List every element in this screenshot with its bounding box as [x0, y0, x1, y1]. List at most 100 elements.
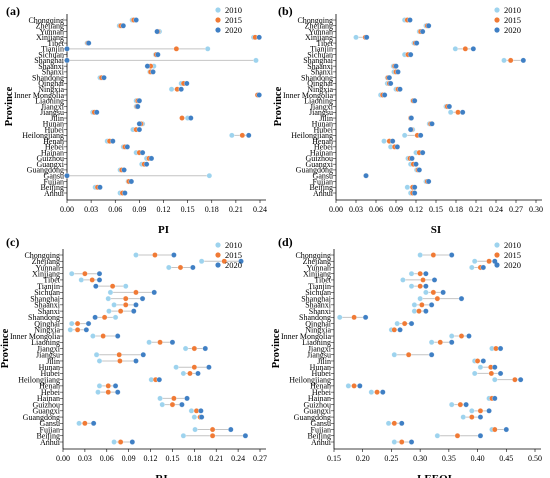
y-tick-label: Tibet — [316, 39, 333, 48]
y-tick-label: Guangdong — [294, 413, 331, 422]
point-2020 — [198, 408, 204, 414]
x-tick-label: 0.15 — [181, 205, 195, 214]
y-tick-label: Yunnan — [307, 263, 331, 272]
point-2020 — [178, 86, 184, 92]
legend-label: 2015 — [225, 15, 242, 25]
point-2015 — [82, 270, 88, 277]
point-2015 — [100, 333, 106, 339]
y-tick-label: Sichuan — [38, 50, 64, 59]
point-2020 — [112, 383, 119, 389]
x-tick-label: 0.06 — [369, 205, 383, 214]
point-2020 — [416, 167, 423, 173]
point-2015 — [89, 277, 95, 283]
point-2020 — [428, 351, 435, 358]
y-tick-label: Hubei — [313, 125, 333, 134]
x-tick-label: 0.18 — [449, 205, 463, 214]
x-tick-label: 0.00 — [56, 454, 70, 463]
point-2020 — [480, 264, 487, 271]
point-2010 — [105, 295, 111, 302]
legend-marker-2010 — [494, 242, 500, 248]
y-tick-label: Beijing — [307, 432, 331, 441]
point-2020 — [101, 74, 107, 81]
point-2020 — [64, 46, 70, 52]
point-2015 — [116, 351, 122, 358]
point-2020 — [122, 190, 128, 196]
point-2020 — [256, 34, 262, 41]
x-tick-label: 0.09 — [389, 205, 403, 214]
x-tick-label: 0.03 — [78, 454, 92, 463]
point-2010 — [448, 333, 455, 339]
point-2010 — [408, 283, 415, 289]
y-tick-label: Henan — [312, 137, 333, 146]
y-tick-label: Guangdong — [27, 166, 64, 175]
point-2015 — [101, 314, 108, 321]
point-2020 — [97, 184, 103, 190]
y-tick-label: Fujian — [311, 425, 331, 434]
y-tick-label: Qinghai — [38, 79, 65, 88]
point-2010 — [428, 339, 435, 346]
legend-marker-2015 — [215, 252, 221, 258]
panel-label: (b) — [278, 4, 293, 18]
point-2020 — [85, 40, 92, 46]
point-2020 — [363, 172, 369, 179]
y-tick-label: Henan — [43, 137, 64, 146]
point-2015 — [152, 252, 158, 258]
point-2020 — [440, 289, 446, 296]
point-2010 — [477, 364, 484, 370]
point-2010 — [353, 34, 359, 41]
point-2010 — [206, 172, 213, 179]
point-2010 — [368, 389, 375, 395]
y-tick-label: Hebei — [45, 143, 65, 152]
point-2010 — [133, 252, 139, 258]
point-2020 — [114, 389, 121, 395]
point-2015 — [457, 401, 464, 408]
y-tick-label: Shaanxi — [34, 301, 61, 310]
point-2020 — [140, 351, 147, 358]
y-tick-label: Guangdong — [23, 413, 60, 422]
y-tick-label: Heilongjiang — [18, 375, 60, 384]
point-2015 — [512, 376, 518, 383]
point-2020 — [477, 433, 484, 439]
point-2020 — [206, 364, 212, 370]
x-axis-title: RI — [155, 473, 167, 478]
y-tick-label: Anhui — [313, 189, 334, 198]
point-2020 — [150, 69, 156, 75]
point-2010 — [404, 184, 411, 190]
point-2020 — [148, 155, 155, 162]
point-2010 — [417, 295, 423, 302]
point-2020 — [419, 28, 426, 35]
point-2015 — [122, 295, 129, 302]
legend-label: 2020 — [504, 260, 521, 270]
point-2015 — [492, 426, 498, 433]
point-2020 — [133, 358, 139, 364]
x-tick-label: 0.45 — [499, 454, 513, 463]
point-2020 — [419, 149, 426, 156]
x-tick-label: 0.21 — [229, 205, 243, 214]
point-2020 — [155, 51, 161, 58]
point-2015 — [488, 370, 495, 377]
point-2010 — [204, 46, 211, 52]
point-2010 — [166, 264, 172, 271]
point-2010 — [111, 302, 117, 308]
x-tick-label: 0.06 — [100, 454, 114, 463]
point-2010 — [469, 264, 475, 271]
point-2010 — [417, 252, 423, 258]
point-2020 — [184, 395, 190, 402]
y-tick-label: Sichuan — [307, 50, 333, 59]
point-2020 — [143, 161, 150, 167]
point-2015 — [157, 339, 163, 346]
y-tick-label: Tibet — [47, 39, 64, 48]
point-2020 — [395, 69, 401, 75]
point-2015 — [117, 439, 124, 445]
point-2020 — [497, 370, 504, 377]
y-tick-label: Anhui — [44, 189, 65, 198]
point-2010 — [93, 351, 100, 358]
point-2015 — [74, 320, 81, 327]
point-2020 — [198, 414, 205, 420]
point-2010 — [198, 258, 205, 264]
point-2010 — [394, 320, 400, 327]
point-2010 — [180, 370, 187, 377]
point-2015 — [401, 320, 408, 327]
point-2015 — [82, 420, 88, 427]
y-axis-title: Province — [0, 328, 11, 368]
